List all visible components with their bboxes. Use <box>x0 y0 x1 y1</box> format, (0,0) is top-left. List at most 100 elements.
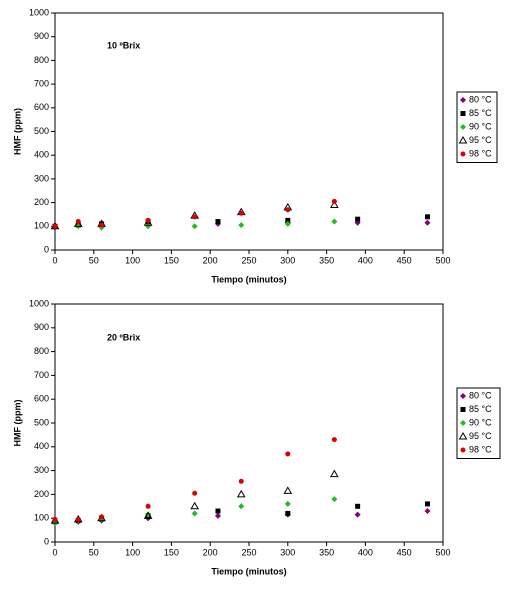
marker <box>99 514 105 520</box>
y-tick-label: 500 <box>34 417 49 427</box>
x-tick-label: 450 <box>397 255 412 265</box>
x-tick-label: 450 <box>397 547 412 557</box>
marker <box>460 111 466 116</box>
x-tick-label: 50 <box>89 547 99 557</box>
y-tick-label: 0 <box>44 244 49 254</box>
y-tick-label: 900 <box>34 31 49 41</box>
marker <box>285 217 291 223</box>
x-tick-label: 250 <box>241 255 256 265</box>
legend-label: 90 °C <box>469 121 492 131</box>
marker <box>331 437 337 443</box>
y-tick-label: 400 <box>34 441 49 451</box>
marker <box>331 198 337 204</box>
marker <box>460 151 466 157</box>
x-tick-label: 300 <box>280 547 295 557</box>
y-tick-label: 300 <box>34 173 49 183</box>
marker <box>238 222 245 229</box>
x-tick-label: 350 <box>319 255 334 265</box>
marker <box>215 508 221 514</box>
marker <box>52 516 58 522</box>
marker <box>192 214 198 220</box>
y-tick-label: 100 <box>34 513 49 523</box>
marker <box>215 219 221 225</box>
marker <box>331 496 338 503</box>
marker <box>238 503 245 510</box>
marker <box>354 511 361 518</box>
marker <box>75 219 81 225</box>
marker <box>424 501 430 507</box>
marker <box>329 200 339 208</box>
marker <box>285 207 291 213</box>
marker <box>355 503 361 509</box>
x-tick-label: 250 <box>241 547 256 557</box>
x-tick-label: 100 <box>125 255 140 265</box>
marker <box>214 512 221 519</box>
y-tick-label: 600 <box>34 394 49 404</box>
marker <box>52 223 58 229</box>
legend-label: 85 °C <box>469 404 492 414</box>
x-tick-label: 300 <box>280 255 295 265</box>
x-tick-label: 150 <box>164 255 179 265</box>
marker <box>424 508 431 515</box>
marker <box>460 407 466 412</box>
legend-label: 98 °C <box>469 148 492 158</box>
marker <box>99 222 105 228</box>
legend-label: 80 °C <box>469 94 492 104</box>
marker <box>284 500 291 507</box>
legend-label: 98 °C <box>469 444 492 454</box>
marker <box>143 218 153 226</box>
x-tick-label: 400 <box>358 255 373 265</box>
y-tick-label: 100 <box>34 221 49 231</box>
x-tick-label: 200 <box>203 547 218 557</box>
y-tick-label: 700 <box>34 78 49 88</box>
marker <box>460 420 466 426</box>
legend-label: 80 °C <box>469 390 492 400</box>
y-tick-label: 900 <box>34 322 49 332</box>
marker <box>191 510 198 517</box>
marker <box>73 219 83 227</box>
marker <box>355 216 361 222</box>
marker <box>191 223 198 230</box>
marker <box>284 220 291 227</box>
x-tick-label: 500 <box>435 547 450 557</box>
x-tick-label: 0 <box>52 547 57 557</box>
marker <box>145 503 151 509</box>
marker <box>285 510 291 516</box>
x-axis-label: Tiempo (minutos) <box>211 566 286 576</box>
x-axis-label: Tiempo (minutos) <box>211 274 286 284</box>
y-tick-label: 400 <box>34 150 49 160</box>
x-tick-label: 100 <box>125 547 140 557</box>
y-tick-label: 1000 <box>29 7 49 17</box>
y-axis-label: HMF (ppm) <box>12 108 22 155</box>
marker <box>236 489 246 498</box>
y-tick-label: 800 <box>34 55 49 65</box>
marker <box>458 432 468 440</box>
x-tick-label: 0 <box>52 255 57 265</box>
x-tick-label: 50 <box>89 255 99 265</box>
marker <box>460 447 466 453</box>
x-tick-label: 200 <box>203 255 218 265</box>
x-tick-label: 500 <box>435 255 450 265</box>
x-tick-label: 400 <box>358 547 373 557</box>
marker <box>145 511 152 518</box>
y-tick-label: 500 <box>34 126 49 136</box>
marker <box>424 219 431 226</box>
y-tick-label: 700 <box>34 370 49 380</box>
marker <box>460 124 466 130</box>
marker <box>331 218 338 225</box>
y-tick-label: 0 <box>44 536 49 546</box>
marker <box>285 451 291 457</box>
marker <box>190 501 200 510</box>
marker <box>145 217 151 223</box>
marker <box>460 393 466 399</box>
marker <box>238 478 244 484</box>
marker <box>458 136 468 144</box>
legend-label: 95 °C <box>469 135 492 145</box>
legend-label: 85 °C <box>469 108 492 118</box>
marker <box>192 490 198 496</box>
annotation: 20 ºBrix <box>107 332 140 342</box>
y-tick-label: 200 <box>34 489 49 499</box>
y-tick-label: 600 <box>34 102 49 112</box>
